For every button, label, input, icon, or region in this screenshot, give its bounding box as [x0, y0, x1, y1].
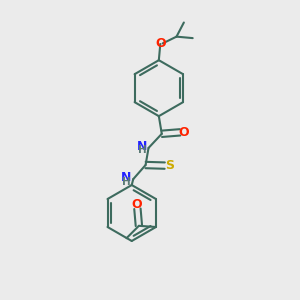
Text: O: O: [155, 37, 166, 50]
Text: O: O: [179, 125, 190, 139]
Text: S: S: [165, 159, 174, 172]
Text: N: N: [121, 172, 131, 184]
Text: H: H: [138, 145, 146, 155]
Text: N: N: [136, 140, 147, 153]
Text: H: H: [122, 176, 131, 187]
Text: O: O: [131, 198, 142, 211]
